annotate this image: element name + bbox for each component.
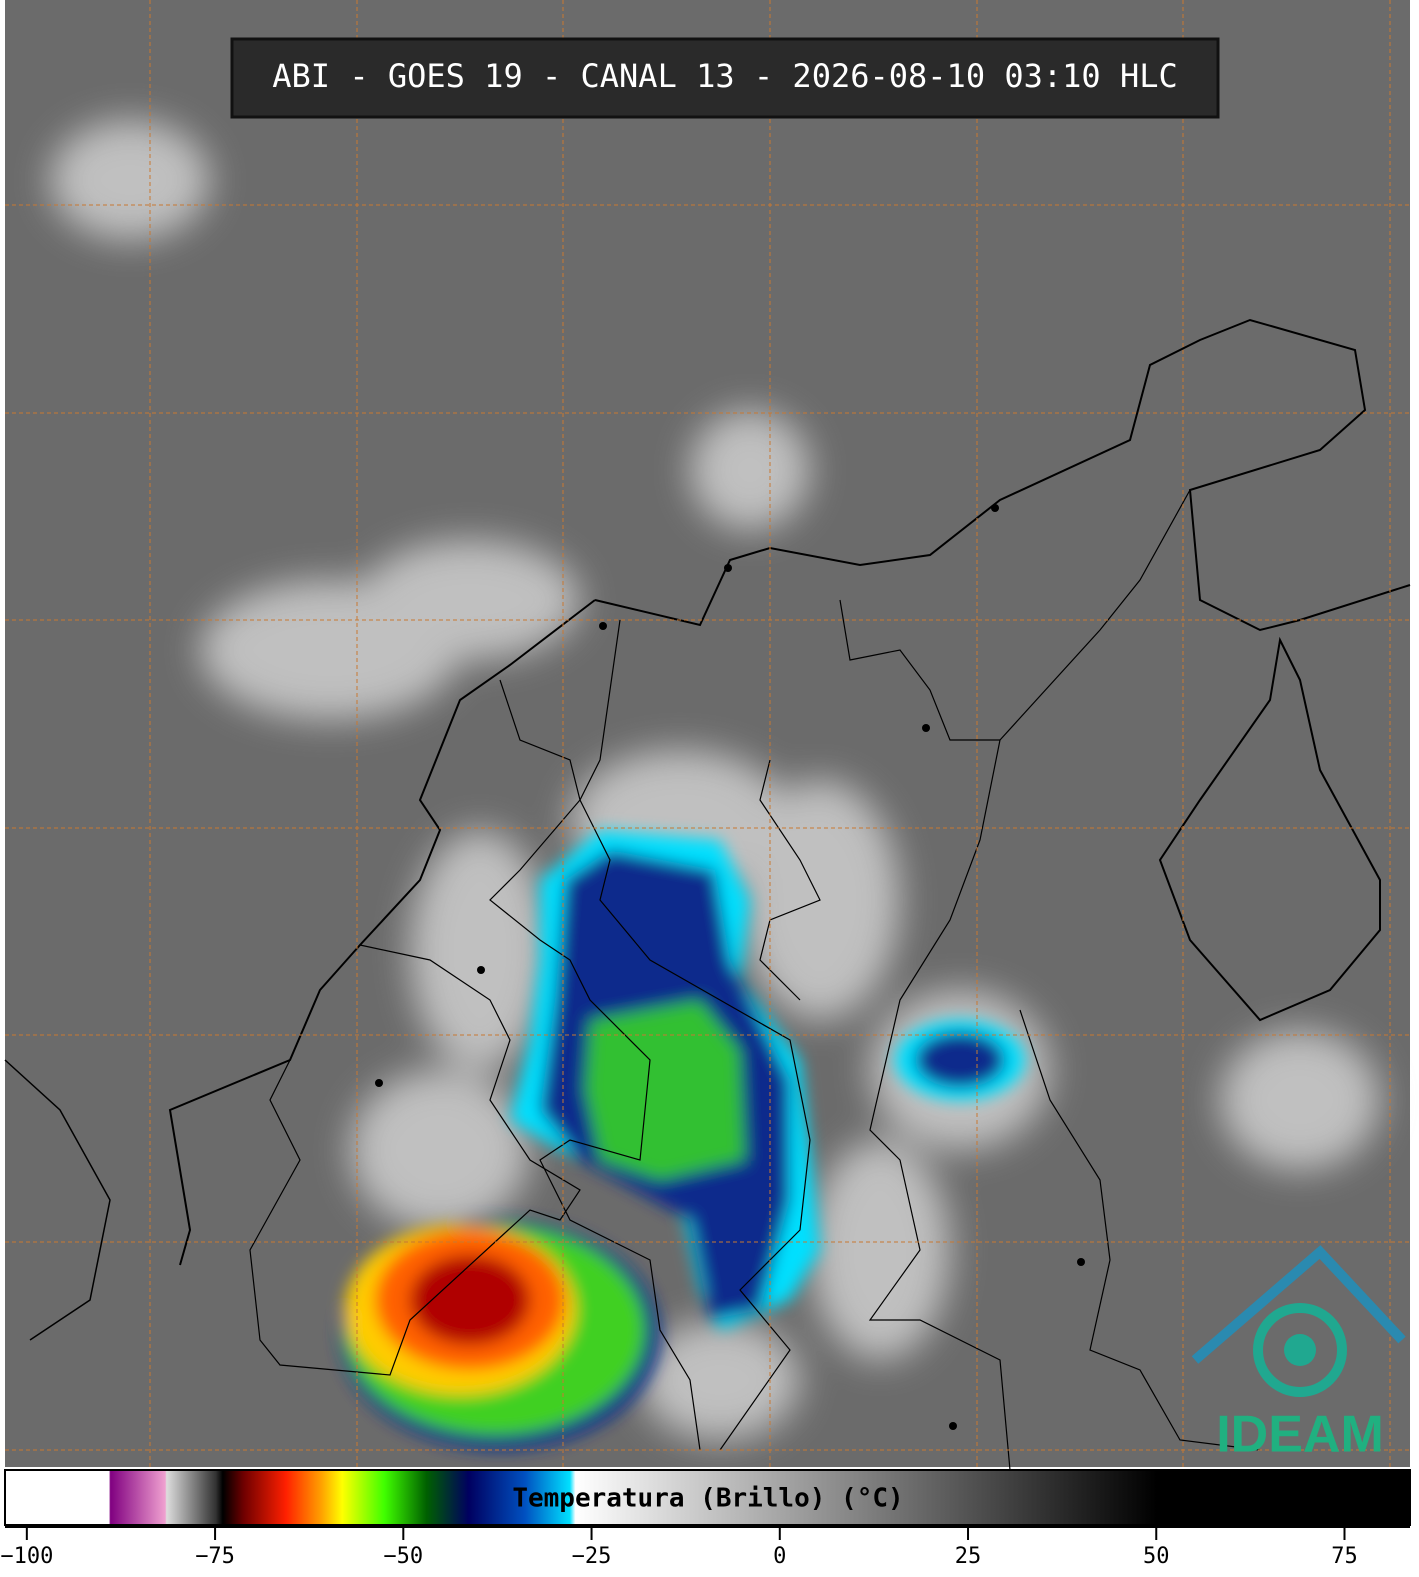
x-tick-label: 75 bbox=[1331, 1544, 1358, 1569]
colorbar-label: Temperatura (Brillo) (°C) bbox=[512, 1484, 903, 1514]
satellite-image bbox=[4, 0, 1411, 1471]
title-box bbox=[230, 37, 1220, 119]
graticule bbox=[5, 0, 1410, 1467]
x-tick-label: −25 bbox=[572, 1544, 612, 1569]
x-tick-label: 50 bbox=[1143, 1544, 1170, 1569]
logo: IDEAM bbox=[1191, 1245, 1406, 1464]
x-tick-label: 0 bbox=[773, 1544, 786, 1569]
colorbar bbox=[4, 1469, 1411, 1526]
x-tick-label: 25 bbox=[955, 1544, 982, 1569]
x-tick-label: −100 bbox=[0, 1544, 53, 1569]
logo-text: IDEAM bbox=[1216, 1406, 1384, 1464]
title: ABI - GOES 19 - CANAL 13 - 2026-08-10 03… bbox=[272, 57, 1177, 95]
x-tick-label: −50 bbox=[383, 1544, 423, 1569]
x-tick-label: −75 bbox=[195, 1544, 235, 1569]
